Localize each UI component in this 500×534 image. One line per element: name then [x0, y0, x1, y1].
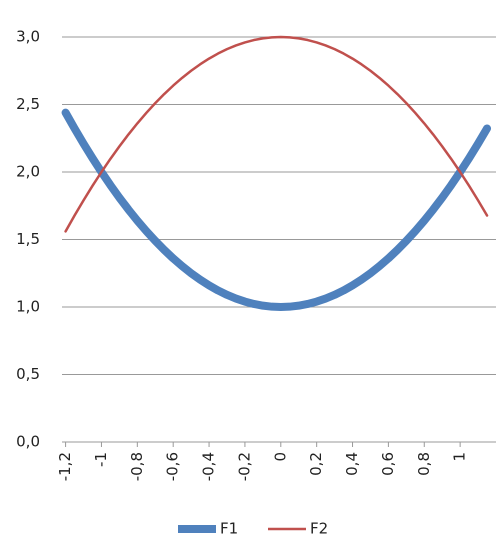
x-tick-label: 1 — [451, 452, 469, 462]
series-line — [61, 108, 492, 311]
x-tick-label: 0,8 — [415, 452, 433, 476]
x-tick-label: -0,2 — [235, 452, 253, 481]
y-tick-label: 0,5 — [16, 365, 40, 383]
y-tick-label: 2,0 — [16, 163, 40, 181]
x-tick-label: 0 — [271, 452, 289, 462]
legend-label: F1 — [220, 520, 238, 534]
x-tick-label: 0,2 — [307, 452, 325, 476]
y-tick-label: 0,0 — [16, 433, 40, 451]
series-line — [64, 35, 489, 233]
x-tick-label: -0,6 — [164, 452, 182, 481]
x-tick-label: -0,8 — [128, 452, 146, 481]
x-tick-label: -1 — [92, 452, 110, 467]
x-tick-label: -0,4 — [200, 452, 218, 481]
y-tick-label: 1,0 — [16, 298, 40, 316]
y-tick-label: 2,5 — [16, 95, 40, 113]
y-tick-label: 3,0 — [16, 28, 40, 46]
x-tick-label: -1,2 — [56, 452, 74, 481]
y-tick-label: 1,5 — [16, 230, 40, 248]
x-tick-label: 0,4 — [343, 452, 361, 476]
x-tick-label: 0,6 — [379, 452, 397, 476]
legend-label: F2 — [310, 520, 328, 534]
